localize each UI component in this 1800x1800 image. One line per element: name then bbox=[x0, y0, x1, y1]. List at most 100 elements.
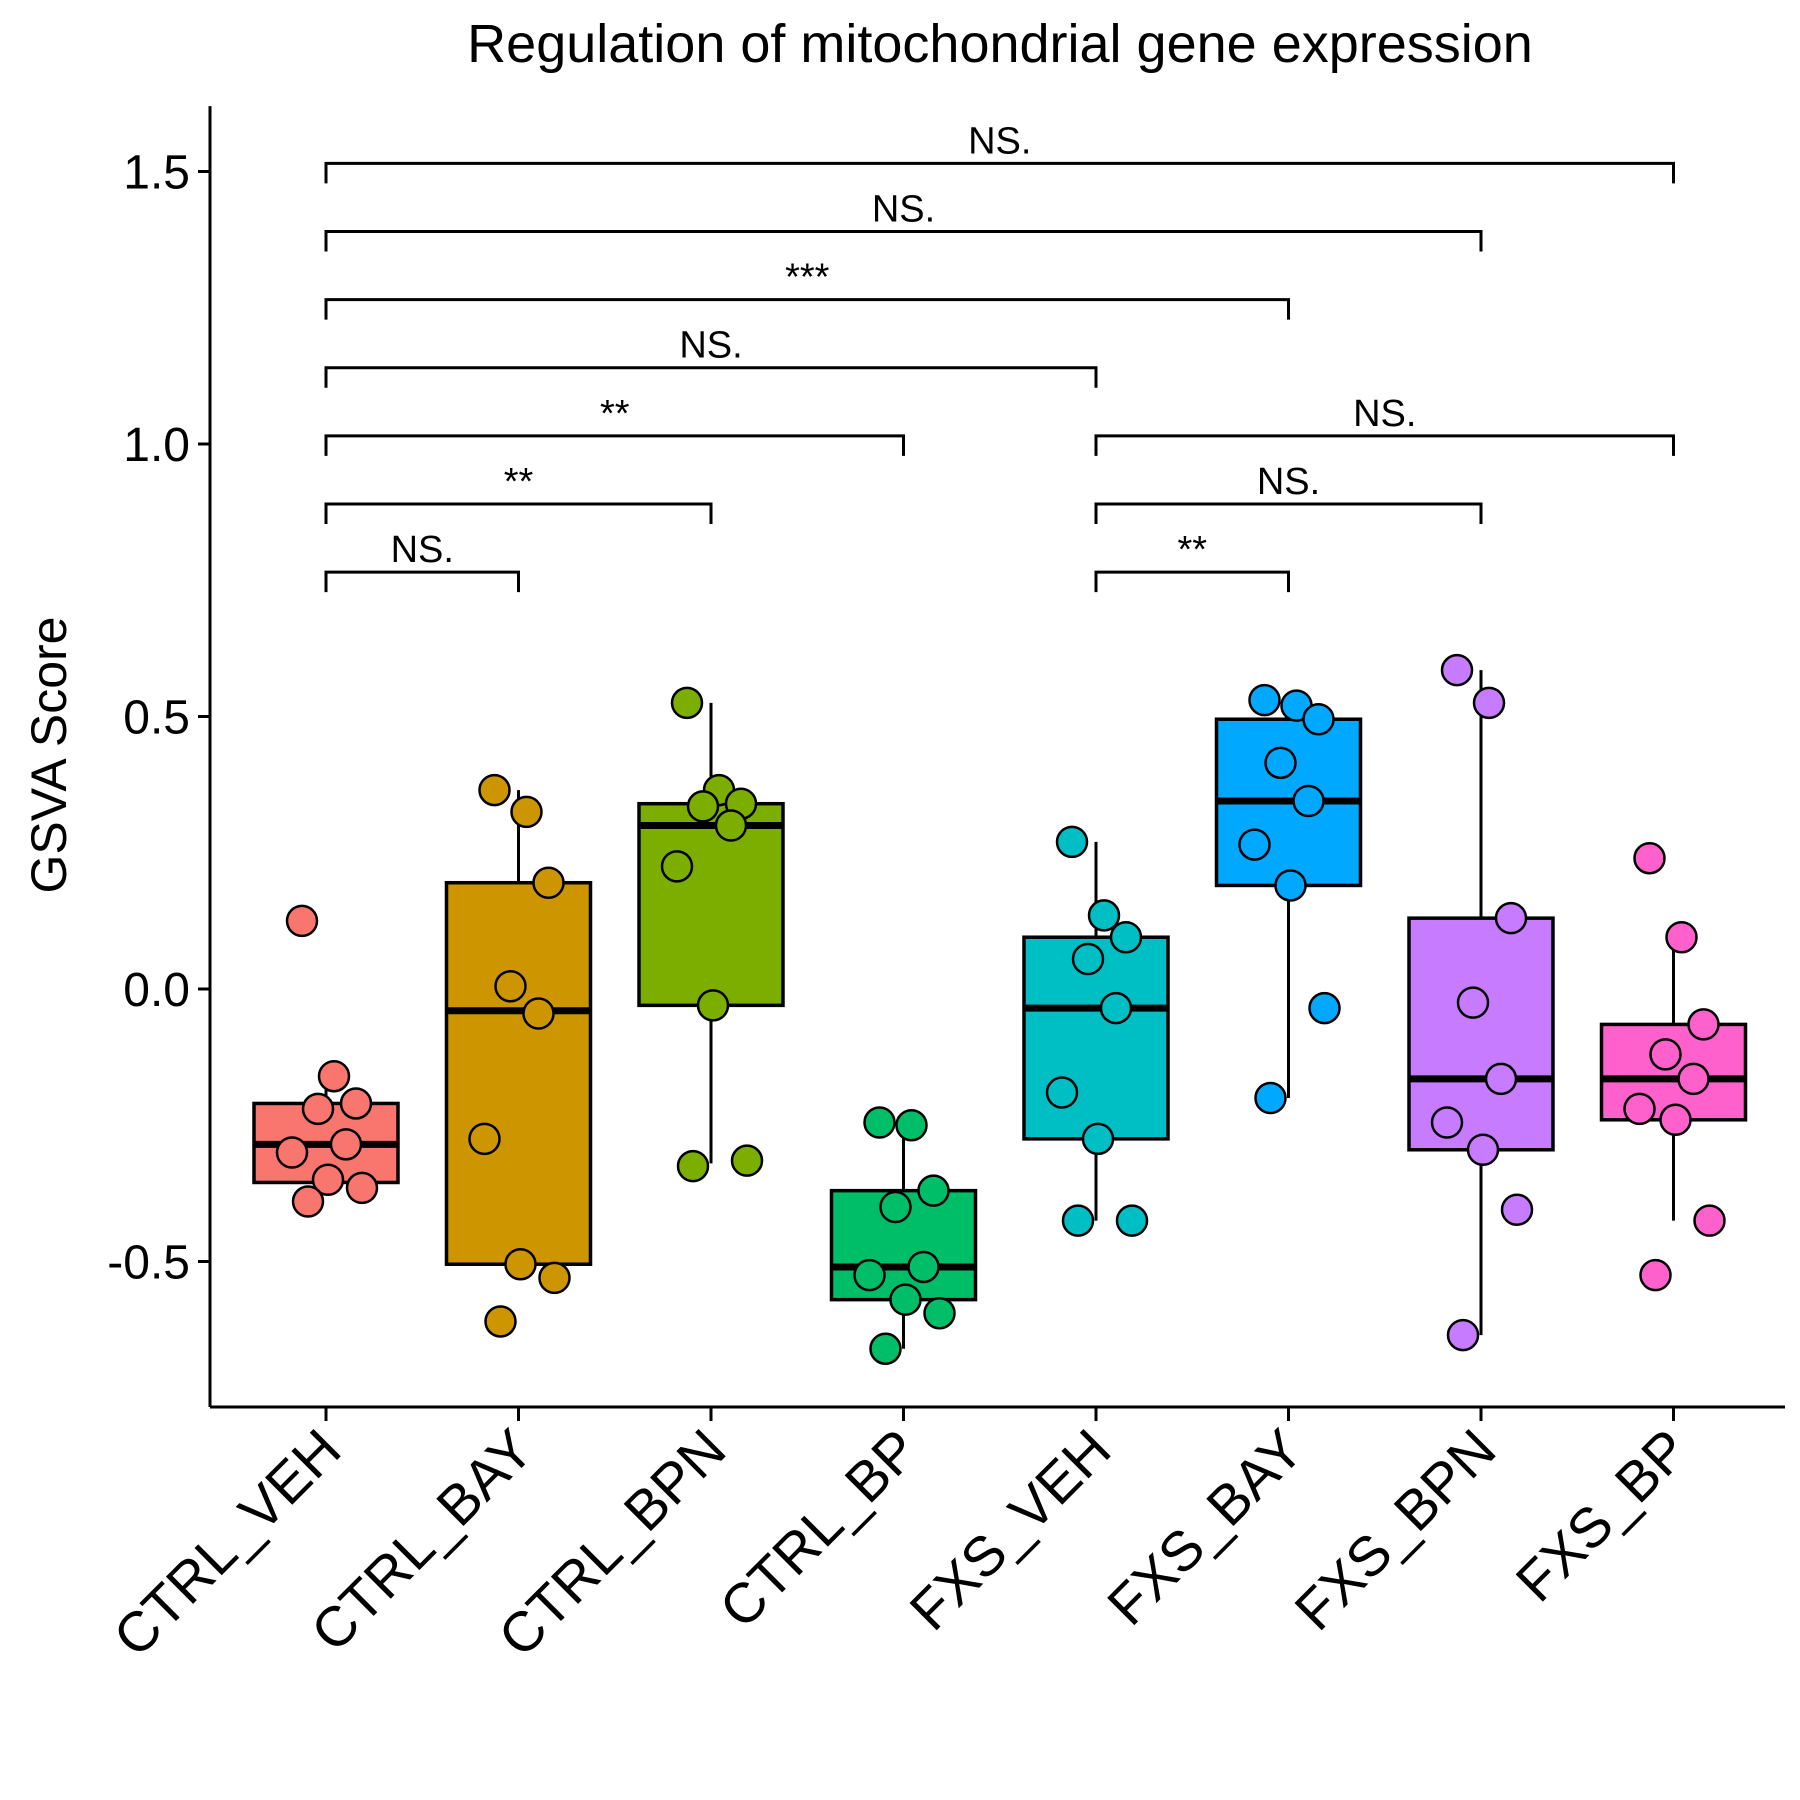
significance-bracket: *** bbox=[324, 257, 1290, 320]
data-point bbox=[1061, 1204, 1095, 1237]
data-point bbox=[1440, 653, 1474, 687]
data-point bbox=[923, 1297, 956, 1330]
data-point bbox=[532, 866, 565, 899]
data-point bbox=[285, 904, 319, 938]
chart-title: Regulation of mitochondrial gene express… bbox=[467, 14, 1533, 74]
significance-label: NS. bbox=[872, 188, 935, 230]
data-point bbox=[714, 809, 748, 842]
data-point bbox=[1494, 901, 1528, 935]
x-tick-label: FXS_BP bbox=[1504, 1417, 1700, 1613]
significance-bracket: ** bbox=[324, 393, 905, 456]
data-point bbox=[863, 1106, 896, 1139]
data-point bbox=[329, 1128, 363, 1161]
data-point bbox=[1430, 1106, 1464, 1139]
data-point bbox=[1623, 1092, 1656, 1126]
significance-bracket: ** bbox=[324, 461, 713, 524]
data-point bbox=[889, 1283, 922, 1316]
y-tick-label: 0.5 bbox=[123, 692, 190, 745]
box-fxs-veh bbox=[1022, 841, 1170, 1221]
data-point bbox=[1109, 920, 1143, 954]
data-point bbox=[1677, 1062, 1710, 1096]
box-body bbox=[444, 880, 593, 1266]
significance-bracket: NS. bbox=[324, 120, 1675, 184]
significance-label: ** bbox=[504, 461, 534, 503]
data-point bbox=[1484, 1062, 1518, 1096]
bracket-line bbox=[1094, 570, 1290, 593]
data-point bbox=[1045, 1076, 1079, 1109]
data-point bbox=[339, 1087, 373, 1120]
box-series bbox=[252, 670, 1748, 1349]
bracket-line bbox=[324, 570, 520, 593]
data-point bbox=[660, 850, 694, 883]
data-point bbox=[504, 1247, 537, 1281]
data-point bbox=[478, 773, 511, 807]
x-tick-label: FXS_BAY bbox=[1095, 1417, 1315, 1637]
y-tick-label: 1.0 bbox=[123, 419, 190, 472]
box-body bbox=[637, 801, 785, 1008]
data-points bbox=[275, 653, 1726, 1365]
box-fxs-bp bbox=[1599, 939, 1748, 1221]
bracket-line bbox=[324, 502, 713, 524]
data-point bbox=[484, 1305, 517, 1338]
y-tick-label: -0.5 bbox=[107, 1237, 190, 1290]
data-point bbox=[1466, 1133, 1500, 1167]
data-point bbox=[1071, 942, 1105, 976]
box-ctrl-bpn bbox=[637, 702, 785, 1164]
data-point bbox=[301, 1092, 335, 1126]
data-point bbox=[853, 1258, 886, 1292]
bracket-line bbox=[1094, 502, 1483, 524]
data-point bbox=[291, 1185, 325, 1218]
data-point bbox=[1500, 1193, 1534, 1226]
data-point bbox=[1099, 991, 1133, 1025]
box-ctrl-bay bbox=[444, 790, 593, 1266]
data-point bbox=[1238, 828, 1271, 861]
significance-label: NS. bbox=[968, 120, 1031, 162]
bracket-line bbox=[324, 229, 1483, 252]
data-point bbox=[1274, 869, 1307, 902]
data-point bbox=[1446, 1318, 1480, 1352]
significance-bracket: NS. bbox=[324, 529, 520, 593]
x-tick-label: CTRL_BP bbox=[707, 1417, 930, 1640]
significance-label: NS. bbox=[1353, 393, 1416, 435]
y-axis-label: GSVA Score bbox=[21, 617, 77, 894]
data-point bbox=[1639, 1258, 1672, 1292]
significance-label: NS. bbox=[391, 529, 454, 571]
y-tick-label: 1.5 bbox=[123, 147, 190, 200]
data-point bbox=[538, 1261, 571, 1295]
data-point bbox=[1055, 825, 1089, 859]
bracket-line bbox=[324, 161, 1675, 184]
data-point bbox=[1087, 899, 1121, 932]
data-point bbox=[1264, 746, 1297, 780]
data-point bbox=[275, 1136, 309, 1169]
bracket-line bbox=[324, 366, 1098, 388]
box-body bbox=[1407, 916, 1555, 1152]
data-point bbox=[907, 1250, 940, 1284]
data-point bbox=[730, 1144, 764, 1177]
box-fxs-bpn bbox=[1407, 670, 1555, 1336]
data-point bbox=[1254, 1081, 1287, 1115]
data-point bbox=[1649, 1038, 1682, 1071]
x-tick-label: FXS_VEH bbox=[897, 1417, 1122, 1642]
box-fxs-bay bbox=[1214, 700, 1363, 1098]
y-tick-label: 0.0 bbox=[123, 964, 190, 1017]
data-point bbox=[522, 997, 555, 1030]
data-point bbox=[1115, 1204, 1149, 1237]
significance-bracket: NS. bbox=[1094, 393, 1675, 456]
data-point bbox=[1081, 1122, 1115, 1156]
data-point bbox=[494, 970, 527, 1003]
significance-bracket: NS. bbox=[324, 188, 1483, 252]
data-point bbox=[686, 790, 720, 823]
data-point bbox=[317, 1059, 351, 1093]
data-point bbox=[895, 1109, 928, 1142]
data-point bbox=[1248, 683, 1281, 717]
data-point bbox=[1292, 784, 1325, 818]
data-point bbox=[676, 1149, 710, 1183]
axes: 1.51.00.50.0-0.5CTRL_VEHCTRL_BAYCTRL_BPN… bbox=[101, 106, 1785, 1668]
significance-brackets: NS. NS. *** NS. ** ** NS. NS. NS. ** bbox=[324, 120, 1675, 593]
data-point bbox=[1308, 991, 1341, 1025]
data-point bbox=[670, 686, 704, 720]
data-point bbox=[917, 1174, 950, 1207]
x-tick-label: FXS_BPN bbox=[1282, 1417, 1507, 1642]
